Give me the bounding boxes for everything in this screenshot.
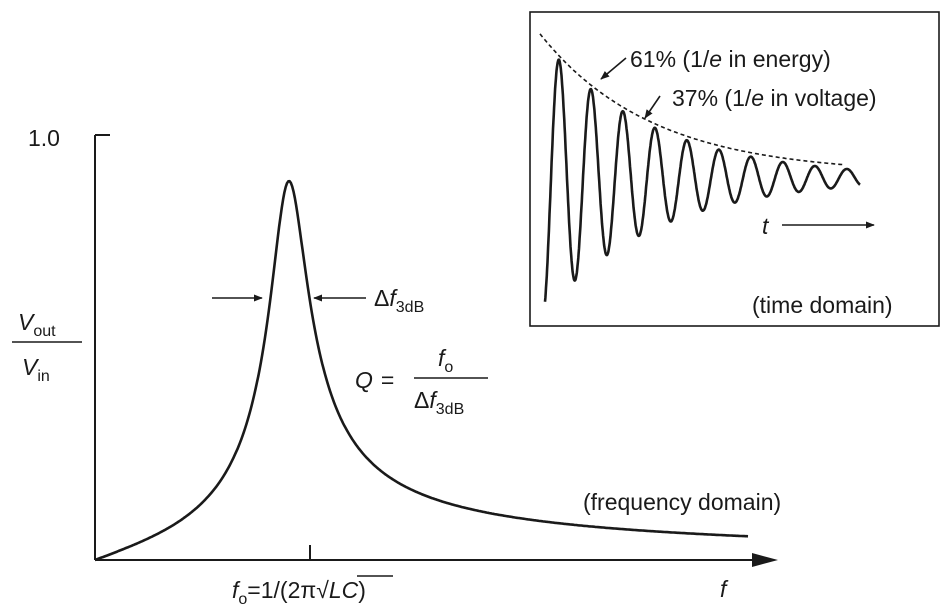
y-axis-label: Vout Vin xyxy=(12,309,82,385)
voltage-pointer-arrow xyxy=(644,95,661,119)
q-formula: Q = fo Δf3dB xyxy=(355,345,488,418)
q-den-delta: Δ xyxy=(414,387,429,413)
x-axis-label: f xyxy=(720,576,729,602)
q-equals: = xyxy=(381,367,394,393)
svg-text:Vin: Vin xyxy=(22,354,50,385)
q-den-sub: 3dB xyxy=(436,401,464,418)
y-label-num: V xyxy=(18,309,36,335)
q-symbol: Q xyxy=(355,367,373,393)
q-num-f: f xyxy=(438,345,447,371)
q-num-sub: o xyxy=(444,359,453,376)
y-label-num-sub: out xyxy=(33,323,56,340)
resonance-curve xyxy=(94,179,749,562)
x-axis-arrowhead xyxy=(752,553,778,567)
cf-expr-start: =1/(2π xyxy=(247,577,316,603)
y-label-den: V xyxy=(22,354,40,380)
cf-close: ) xyxy=(358,577,366,603)
cf-sub: o xyxy=(238,591,247,608)
svg-text:Δf3dB: Δf3dB xyxy=(414,387,464,418)
voltage-annotation: 37% (1/e in voltage) xyxy=(672,85,877,111)
cf-lc: LC xyxy=(329,577,359,603)
y-label-den-sub: in xyxy=(37,368,49,385)
y-tick-label: 1.0 xyxy=(28,125,60,151)
time-domain-inset: 61% (1/e in energy) 37% (1/e in voltage)… xyxy=(529,11,940,327)
center-frequency-label: fo=1/(2π√LC) xyxy=(232,575,393,608)
svg-text:fo: fo xyxy=(438,345,453,376)
cf-sqrt: √ xyxy=(316,577,329,603)
q-den-f: f xyxy=(429,387,438,413)
time-domain-caption: (time domain) xyxy=(752,292,893,318)
ringing-waveform xyxy=(543,58,861,302)
frequency-plot: 1.0 Vout Vin f fo=1/(2π√LC) Δf3dB xyxy=(12,125,781,608)
svg-text:fo=1/(2π√LC): fo=1/(2π√LC) xyxy=(232,577,366,608)
energy-annotation: 61% (1/e in energy) xyxy=(630,46,831,72)
svg-text:Q=: Q = xyxy=(355,367,394,393)
time-label: t xyxy=(762,213,770,239)
cf-f: f xyxy=(232,577,241,603)
svg-text:Vout: Vout xyxy=(18,309,56,340)
energy-pointer-arrow xyxy=(600,57,627,80)
bandwidth-label: Δf3dB xyxy=(374,285,424,316)
decay-envelope xyxy=(539,33,846,166)
frequency-domain-caption: (frequency domain) xyxy=(583,489,781,515)
